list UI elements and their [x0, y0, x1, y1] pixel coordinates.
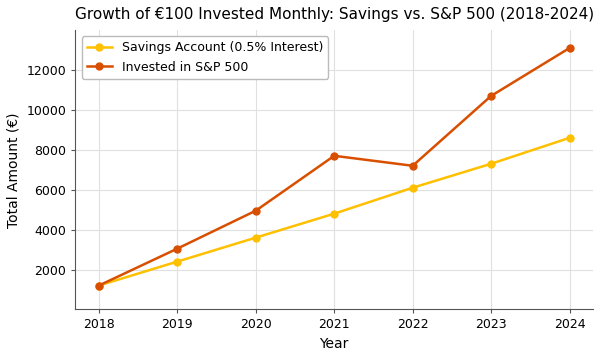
Legend: Savings Account (0.5% Interest), Invested in S&P 500: Savings Account (0.5% Interest), Investe…	[82, 36, 328, 78]
Invested in S&P 500	[174, 246, 181, 251]
Savings Account (0.5% Interest)	[409, 185, 416, 190]
Line: Savings Account (0.5% Interest): Savings Account (0.5% Interest)	[95, 134, 573, 289]
Savings Account (0.5% Interest)	[566, 136, 573, 140]
Savings Account (0.5% Interest)	[95, 284, 103, 288]
Invested in S&P 500	[487, 94, 494, 98]
Savings Account (0.5% Interest)	[331, 212, 338, 216]
Savings Account (0.5% Interest)	[252, 236, 259, 240]
Invested in S&P 500	[252, 208, 259, 213]
Invested in S&P 500	[566, 46, 573, 50]
Savings Account (0.5% Interest)	[174, 260, 181, 264]
Y-axis label: Total Amount (€): Total Amount (€)	[7, 112, 21, 228]
Invested in S&P 500	[409, 164, 416, 168]
Savings Account (0.5% Interest)	[487, 161, 494, 166]
Invested in S&P 500	[331, 154, 338, 158]
X-axis label: Year: Year	[320, 337, 349, 351]
Line: Invested in S&P 500: Invested in S&P 500	[95, 44, 573, 289]
Invested in S&P 500	[95, 284, 103, 288]
Title: Growth of €100 Invested Monthly: Savings vs. S&P 500 (2018-2024): Growth of €100 Invested Monthly: Savings…	[74, 7, 594, 22]
